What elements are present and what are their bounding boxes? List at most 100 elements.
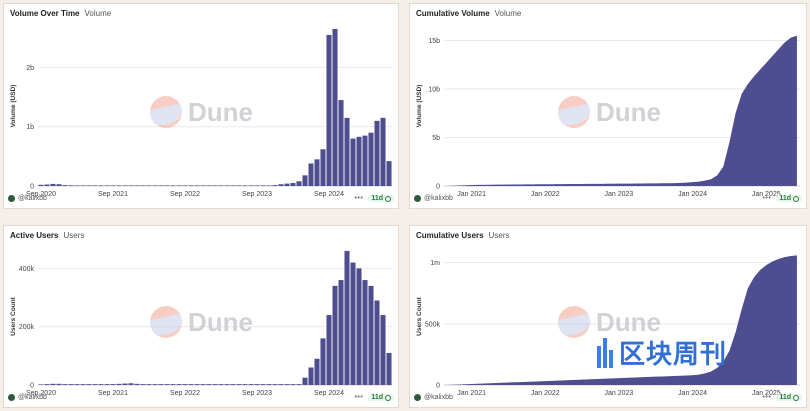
card-subtitle: Volume [84,9,112,18]
y-tick-label: 500k [425,321,441,328]
x-tick-label: Jan 2025 [752,390,781,397]
check-circle-icon [793,394,799,401]
bar [314,159,320,186]
area-series [447,255,797,385]
bar [380,117,386,186]
bar [326,315,332,385]
x-tick-label: Jan 2021 [457,191,486,198]
bar [320,149,326,186]
card-title[interactable]: Active Users [10,231,59,240]
bar [194,185,200,186]
bar [338,280,344,385]
x-tick-label: Sep 2021 [98,191,128,198]
freshness-badge[interactable]: 11d [776,195,802,202]
x-tick-label: Jan 2024 [678,390,707,397]
bar [140,185,146,186]
bar [176,384,182,385]
author-link[interactable]: @kalixbb [414,195,453,202]
bar [308,367,314,385]
bar [38,184,44,186]
y-tick-label: 10b [428,87,440,94]
more-options-icon[interactable]: ••• [762,394,772,401]
bar [332,28,338,186]
avatar-icon [8,394,15,401]
bar [176,185,182,186]
freshness-badge[interactable]: 11d [368,195,394,202]
x-tick-label: Sep 2023 [242,191,272,198]
bar [236,185,242,186]
bar [74,384,80,385]
y-tick-label: 1m [430,260,440,267]
card-title[interactable]: Volume Over Time [10,9,80,18]
y-tick-label: 0 [436,383,440,390]
more-options-icon[interactable]: ••• [354,195,364,202]
bar [272,185,278,186]
avatar-icon [414,195,421,202]
author-link[interactable]: @kalixbb [414,394,453,401]
y-tick-label: 5b [432,135,440,142]
more-options-icon[interactable]: ••• [762,195,772,202]
bar [278,184,284,186]
bar [296,181,302,186]
bar [380,315,386,385]
bar [158,185,164,186]
bar [200,185,206,186]
bar [146,384,152,385]
bar [230,384,236,385]
bar [374,300,380,385]
bar [122,185,128,186]
author-link[interactable]: @kalixbb [8,195,47,202]
bar [242,384,248,385]
y-axis-title: Users Count [416,296,423,335]
bar [164,185,170,186]
bar [92,384,98,385]
y-tick-label: 0 [436,184,440,191]
bar [110,384,116,385]
bar [200,384,206,385]
bar [344,117,350,186]
bar [278,384,284,385]
bar [206,384,212,385]
bar [68,384,74,385]
card-title[interactable]: Cumulative Volume [416,9,490,18]
y-tick-label: 2b [26,65,34,72]
bar [356,136,362,186]
publisher-watermark: 区块周刊 [597,334,727,371]
bar [254,185,260,186]
author-name: @kalixbb [424,394,453,401]
card-title[interactable]: Cumulative Users [416,231,484,240]
bar [50,183,56,186]
bar [80,384,86,385]
bar [86,384,92,385]
x-tick-label: Sep 2024 [314,390,344,397]
bar [116,185,122,186]
freshness-badge[interactable]: 11d [776,394,802,401]
bar [122,383,128,385]
x-tick-label: Sep 2021 [98,390,128,397]
bar [188,384,194,385]
bar [260,185,266,186]
bar [92,185,98,186]
freshness-text: 11d [779,195,791,202]
y-tick-label: 1b [26,124,34,131]
y-axis-title: Volume (USD) [10,85,17,128]
publisher-logo-icon [597,337,615,368]
x-tick-label: Sep 2023 [242,390,272,397]
avatar-icon [8,195,15,202]
author-link[interactable]: @kalixbb [8,394,47,401]
freshness-text: 11d [371,195,383,202]
y-axis-title: Volume (USD) [416,85,423,128]
bar [350,262,356,385]
bar [332,285,338,385]
bar [62,384,68,385]
bar [350,138,356,186]
x-tick-label: Sep 2020 [26,191,56,198]
bar [164,384,170,385]
more-options-icon[interactable]: ••• [354,394,364,401]
freshness-badge[interactable]: 11d [368,394,394,401]
y-axis-title: Users Count [10,296,17,335]
bar [266,185,272,186]
bar [212,185,218,186]
card-footer: @kalixbb ••• 11d [414,394,802,404]
x-tick-label: Sep 2022 [170,191,200,198]
